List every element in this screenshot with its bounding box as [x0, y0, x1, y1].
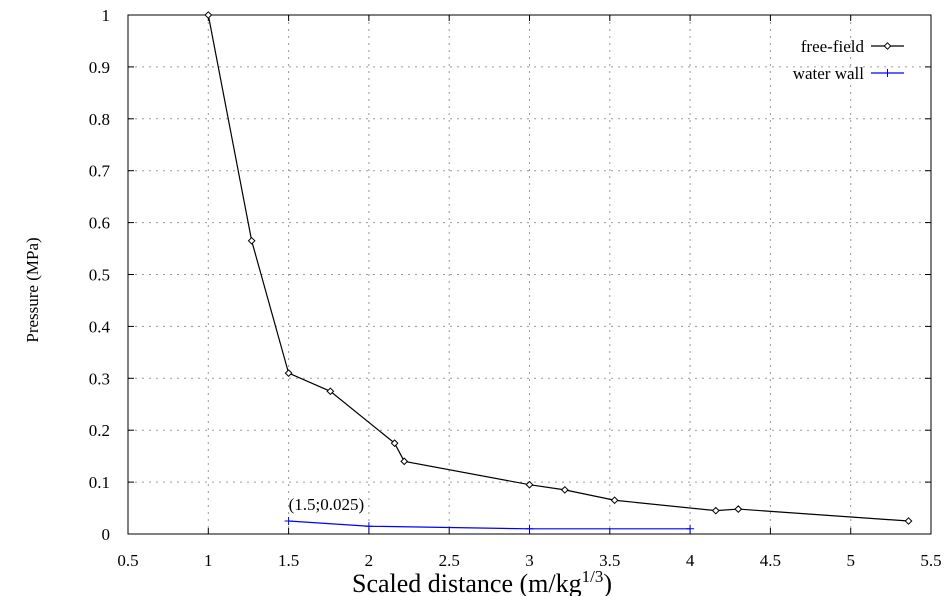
- data-point-water-wall: [364, 522, 373, 531]
- x-tick-label: 2.5: [439, 551, 460, 570]
- series-line-water-wall: [288, 520, 691, 530]
- data-point-free-field: [326, 387, 335, 396]
- legend-label-free-field: free-field: [801, 37, 865, 56]
- data-point-free-field: [525, 480, 534, 489]
- x-tick-label: 3: [525, 551, 534, 570]
- data-point-water-wall: [284, 517, 293, 526]
- data-point-free-field: [734, 505, 743, 513]
- y-tick-label: 0: [102, 525, 111, 544]
- y-tick-label: 0.5: [89, 266, 110, 285]
- data-point-free-field: [711, 506, 720, 515]
- y-tick-label: 0.2: [89, 421, 110, 440]
- y-tick-label: 0.8: [89, 110, 110, 129]
- y-axis-title: Pressure (MPa): [23, 237, 42, 342]
- x-tick-label: 5.5: [920, 551, 941, 570]
- annotation-label: (1.5;0.025): [289, 495, 365, 514]
- x-axis-title-superscript: 1/3: [582, 567, 604, 586]
- data-point-free-field: [284, 369, 293, 378]
- x-axis-title-suffix: ): [603, 569, 612, 596]
- data-point-water-wall: [686, 524, 695, 533]
- data-point-water-wall: [525, 524, 534, 533]
- data-point-free-field: [400, 457, 409, 466]
- data-point-free-field: [204, 11, 213, 19]
- y-tick-label: 1: [102, 6, 111, 25]
- y-tick-label: 0.1: [89, 473, 110, 492]
- data-point-free-field: [904, 517, 913, 525]
- y-tick-label: 0.6: [89, 214, 110, 233]
- y-tick-label: 0.9: [89, 58, 110, 77]
- x-tick-label: 4.5: [760, 551, 781, 570]
- legend-marker-free-field: [883, 42, 892, 50]
- legend-marker-water-wall: [883, 69, 892, 77]
- x-axis-title-main: Scaled distance (m/kg: [352, 569, 582, 596]
- y-tick-label: 0.7: [89, 162, 111, 181]
- annotations: (1.5;0.025): [289, 495, 365, 514]
- legend: free-field water wall: [793, 37, 904, 83]
- legend-label-water-wall: water wall: [793, 64, 865, 83]
- axis-ticks: 0.5 1 1.5 2 2.5 3 3.5 4 4.5 5 5.5 0 0.1 0.2 0.3 0.4 0.5 0…: [89, 6, 942, 570]
- series-line-free-field: [207, 14, 909, 522]
- x-tick-label: 0.5: [117, 551, 138, 570]
- grid-lines: [128, 15, 931, 534]
- x-tick-label: 3.5: [599, 551, 620, 570]
- x-tick-label: 2: [365, 551, 374, 570]
- x-tick-label: 5: [846, 551, 855, 570]
- data-point-free-field: [610, 496, 619, 505]
- data-point-free-field: [247, 236, 256, 245]
- y-tick-label: 0.3: [89, 369, 110, 388]
- x-tick-label: 1.5: [278, 551, 299, 570]
- x-axis-title: Scaled distance (m/kg1/3): [352, 567, 612, 596]
- data-point-free-field: [560, 485, 569, 494]
- data-point-free-field: [390, 439, 399, 448]
- x-tick-label: 1: [204, 551, 213, 570]
- x-tick-label: 4: [686, 551, 695, 570]
- series-layer: [204, 11, 913, 533]
- y-tick-label: 0.4: [89, 317, 111, 336]
